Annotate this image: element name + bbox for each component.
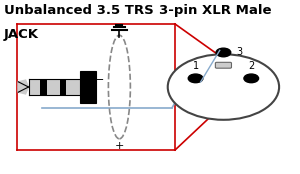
Bar: [40, 79, 47, 95]
Circle shape: [216, 48, 231, 57]
Circle shape: [244, 74, 259, 83]
Bar: [60, 79, 66, 95]
FancyBboxPatch shape: [215, 62, 232, 68]
Text: 3: 3: [236, 48, 243, 57]
Polygon shape: [18, 82, 28, 92]
Bar: [28, 79, 40, 95]
Circle shape: [168, 54, 279, 120]
Text: JACK: JACK: [4, 28, 39, 41]
Text: +: +: [115, 141, 124, 151]
Bar: [66, 79, 80, 95]
Text: −: −: [95, 75, 104, 85]
Text: 2: 2: [248, 61, 254, 71]
Polygon shape: [18, 87, 28, 94]
Circle shape: [188, 74, 203, 83]
Polygon shape: [18, 80, 28, 87]
Text: Unbalanced 3.5 TRS: Unbalanced 3.5 TRS: [4, 4, 153, 17]
Text: 3-pin XLR Male: 3-pin XLR Male: [159, 4, 272, 17]
Bar: [47, 79, 60, 95]
Text: 1: 1: [193, 61, 199, 71]
Bar: [80, 72, 96, 102]
